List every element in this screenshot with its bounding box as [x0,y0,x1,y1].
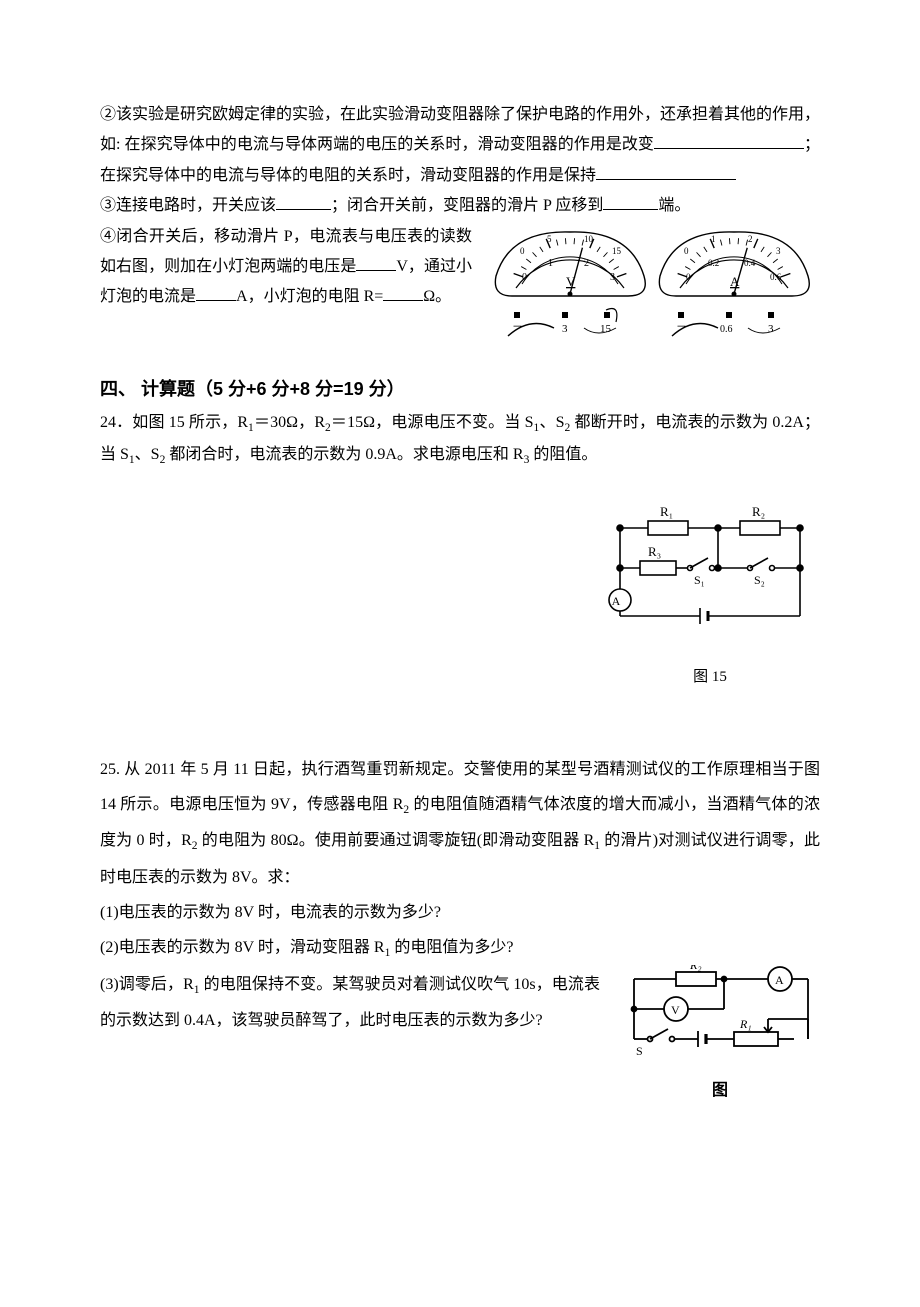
question-24: 24．如图 15 所示，R1＝30Ω，R2＝15Ω，电源电压不变。当 S1、S2… [100,408,820,472]
meters-figure: 0 5 10 15 0 1 2 3 V [480,222,820,354]
blank-keep[interactable] [596,163,736,180]
q24-f: 、S [135,446,160,463]
amm-upper-1: 1 [711,234,716,244]
amm-btn-06: 0.6 [720,324,733,335]
figure-14: R₂ A V S R₁ 图 [620,965,820,1107]
q25-c: 的电阻为 80Ω。使用前要通过调零旋钮(即滑动变阻器 R [198,832,595,849]
blank-resistance[interactable] [383,284,423,301]
volt-btn-3: 3 [562,323,568,335]
volt-lower-1: 1 [548,258,553,269]
q25-p3a: (3)调零后，R [100,976,194,993]
amm-btn-3: 3 [768,323,774,335]
question-4-row: ④闭合开关后，移动滑片 P，电流表与电压表的读数如右图，则加在小灯泡两端的电压是… [100,222,820,354]
amm-lower-3: 0.6 [770,272,782,282]
meters-svg: 0 5 10 15 0 1 2 3 V [480,226,820,354]
blank-switch[interactable] [276,193,331,210]
fig14-V: V [671,1003,680,1017]
volt-upper-1: 5 [547,234,552,244]
fig15-S2: S₂ [754,573,765,587]
volt-lower-2: 2 [584,258,589,269]
volt-upper-3: 15 [612,246,622,256]
amm-btn-minus: － [676,321,687,333]
volt-upper-2: 10 [584,234,594,244]
q24-b: ＝30Ω，R [254,414,325,431]
amm-lower-1: 0.2 [708,258,719,268]
amm-upper-3: 3 [776,246,781,256]
question-25-p3: (3)调零后，R1 的电阻保持不变。某驾驶员对着测试仪吹气 10s，电流表的示数… [100,967,600,1039]
question-2: ②该实验是研究欧姆定律的实验，在此实验滑动变阻器除了保护电路的作用外，还承担着其… [100,100,820,191]
amm-lower-0: 0 [686,272,691,282]
fig15-R1: R₁ [660,504,673,519]
q25-p2a: (2)电压表的示数为 8V 时，滑动变阻器 R [100,939,385,956]
q24-c: ＝15Ω，电源电压不变。当 S [331,414,534,431]
volt-btn-minus: － [512,321,523,333]
fig15-R3: R₃ [648,544,661,559]
fig14-svg: R₂ A V S R₁ [620,965,820,1065]
question-25-p1: (1)电压表的示数为 8V 时，电流表的示数为多少? [100,895,820,930]
q4-text-d: Ω。 [423,288,451,305]
volt-upper-0: 0 [520,246,525,256]
fig14-A: A [775,973,784,987]
blank-current[interactable] [196,284,236,301]
fig15-S1: S₁ [694,573,705,587]
question-4: ④闭合开关后，移动滑片 P，电流表与电压表的读数如右图，则加在小灯泡两端的电压是… [100,222,472,313]
question-3: ③连接电路时，开关应该 ；闭合开关前，变阻器的滑片 P 应移到 端。 [100,191,820,221]
q25-p2b: 的电阻值为多少? [390,939,513,956]
volt-lower-3: 3 [610,272,615,283]
fig15-svg: R₁ R₂ R₃ S₁ S₂ A [600,498,820,648]
q3-text-c: 端。 [658,197,690,214]
question-25: 25. 从 2011 年 5 月 11 日起，执行酒驾重罚新规定。交警使用的某型… [100,752,820,895]
blank-slider-end[interactable] [603,193,658,210]
amm-upper-2: 2 [748,234,753,244]
question-25-p3-row: (3)调零后，R1 的电阻保持不变。某驾驶员对着测试仪吹气 10s，电流表的示数… [100,967,820,1107]
q24-h: 的阻值。 [529,446,597,463]
section-4-title: 四、 计算题（5 分+6 分+8 分=19 分） [100,372,820,406]
fig14-caption: 图 [620,1076,820,1106]
amm-upper-0: 0 [684,246,689,256]
amm-lower-2: 0.4 [744,258,756,268]
figure-15: R₁ R₂ R₃ S₁ S₂ A 图 15 [600,498,820,692]
volt-lower-0: 0 [522,272,527,283]
q3-text-a: ③连接电路时，开关应该 [100,197,276,214]
fig15-caption: 图 15 [600,663,820,692]
fig15-R2: R₂ [752,504,765,519]
fig14-R1: R₁ [739,1017,752,1031]
q24-d: 、S [539,414,564,431]
blank-change[interactable] [654,132,804,149]
q24-a: 24．如图 15 所示，R [100,414,248,431]
fig15-A: A [612,594,621,608]
blank-voltage[interactable] [356,254,396,271]
q24-g: 都闭合时，电流表的示数为 0.9A。求电源电压和 R [165,446,523,463]
fig14-S: S [636,1044,643,1058]
q4-text-c: A，小灯泡的电阻 R= [236,288,383,305]
fig14-R2: R₂ [689,965,702,972]
question-25-p2: (2)电压表的示数为 8V 时，滑动变阻器 R1 的电阻值为多少? [100,930,820,967]
q3-text-b: ；闭合开关前，变阻器的滑片 P 应移到 [331,197,603,214]
